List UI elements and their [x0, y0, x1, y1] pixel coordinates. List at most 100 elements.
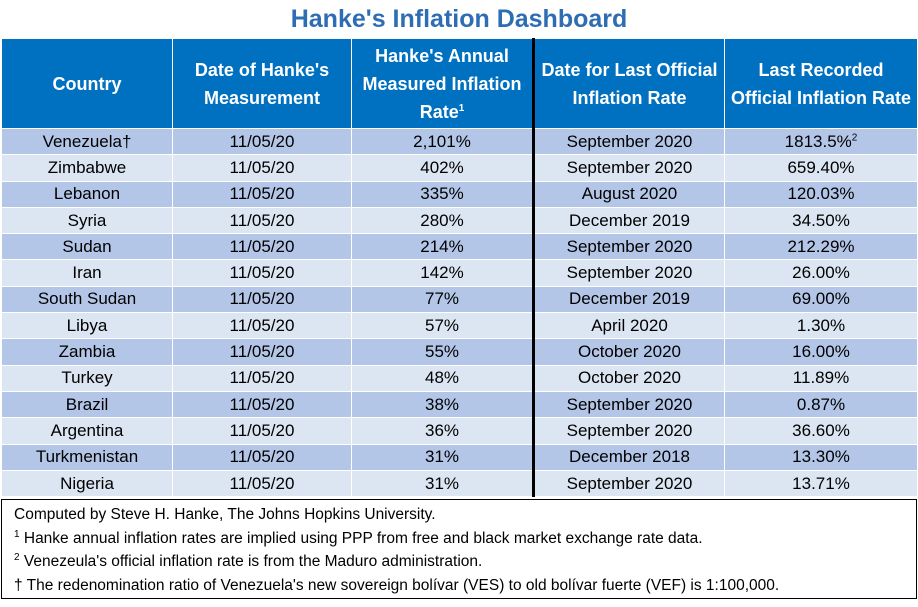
official-rate-value: 34.50%: [792, 210, 850, 230]
table-row: Sudan 11/05/20 214% September 2020 212.29%: [1, 233, 918, 261]
date-official-value: December 2019: [569, 210, 690, 230]
cell-date-official: September 2020: [533, 469, 725, 498]
footnote-1-mark: 1: [14, 528, 20, 540]
cell-date-official: September 2020: [533, 390, 725, 419]
cell-date-hanke: 11/05/20: [172, 364, 352, 392]
date-hanke-value: 11/05/20: [229, 473, 295, 493]
cell-official-rate: 212.29%: [724, 233, 918, 261]
cell-country: Brazil: [1, 390, 173, 419]
hanke-rate-value: 31%: [424, 473, 460, 493]
country-name: Sudan: [62, 236, 112, 256]
date-official-value: October 2020: [577, 368, 681, 388]
cell-date-hanke: 11/05/20: [172, 259, 352, 287]
hanke-rate-value: 335%: [420, 184, 464, 204]
date-official-value: December 2019: [569, 289, 690, 309]
date-official-value: October 2020: [577, 342, 681, 362]
header-hanke-rate-footnote: 1: [458, 102, 465, 114]
country-name: Turkey: [61, 368, 113, 388]
cell-official-rate: 36.60%: [724, 417, 918, 445]
cell-date-hanke: 11/05/20: [172, 417, 352, 445]
header-date-hanke: Date of Hanke's Measurement: [172, 38, 352, 129]
cell-official-rate: 34.50%: [724, 206, 918, 235]
hanke-rate-value: 57%: [424, 315, 460, 335]
hanke-rate-value: 55%: [424, 342, 460, 362]
country-name: Lebanon: [53, 184, 121, 204]
cell-date-official: December 2019: [533, 206, 725, 235]
table-row: Zambia 11/05/20 55% October 2020 16.00%: [1, 338, 918, 366]
cell-date-hanke: 11/05/20: [172, 469, 352, 498]
footnotes-box: Computed by Steve H. Hanke, The Johns Ho…: [1, 499, 917, 600]
cell-date-hanke: 11/05/20: [172, 312, 352, 340]
cell-date-official: September 2020: [533, 127, 725, 156]
cell-hanke-rate: 31%: [351, 443, 535, 471]
official-rate-value: 13.30%: [792, 447, 850, 467]
table-row: Turkey 11/05/20 48% October 2020 11.89%: [1, 364, 918, 392]
cell-hanke-rate: 77%: [351, 285, 535, 314]
cell-date-official: December 2019: [533, 285, 725, 314]
cell-hanke-rate: 142%: [351, 259, 535, 287]
inflation-table: Country Date of Hanke's Measurement Hank…: [1, 38, 918, 498]
date-hanke-value: 11/05/20: [229, 420, 295, 440]
official-rate-value: 13.71%: [792, 473, 850, 493]
cell-date-official: December 2018: [533, 443, 725, 471]
country-name: Zimbabwe: [47, 157, 127, 177]
official-rate-value: 120.03%: [787, 184, 855, 204]
cell-country: Lebanon: [1, 180, 173, 208]
table-row: Lebanon 11/05/20 335% August 2020 120.03%: [1, 180, 918, 208]
cell-official-rate: 0.87%: [724, 390, 918, 419]
cell-date-hanke: 11/05/20: [172, 338, 352, 366]
table-row: Iran 11/05/20 142% September 2020 26.00%: [1, 259, 918, 287]
date-hanke-value: 11/05/20: [229, 263, 295, 283]
cell-date-hanke: 11/05/20: [172, 285, 352, 314]
cell-official-rate: 13.30%: [724, 443, 918, 471]
cell-date-official: April 2020: [533, 312, 725, 340]
date-official-value: December 2018: [569, 447, 690, 467]
cell-country: Iran: [1, 259, 173, 287]
cell-date-hanke: 11/05/20: [172, 233, 352, 261]
cell-country: Argentina: [1, 417, 173, 445]
date-hanke-value: 11/05/20: [229, 394, 295, 414]
cell-country: Zimbabwe: [1, 154, 173, 182]
cell-date-official: September 2020: [533, 417, 725, 445]
hanke-rate-value: 31%: [424, 447, 460, 467]
cell-date-official: September 2020: [533, 233, 725, 261]
cell-date-hanke: 11/05/20: [172, 443, 352, 471]
cell-date-hanke: 11/05/20: [172, 127, 352, 156]
cell-hanke-rate: 38%: [351, 390, 535, 419]
table-row: Venezuela† 11/05/20 2,101% September 2020 18…: [1, 127, 918, 156]
cell-official-rate: 26.00%: [724, 259, 918, 287]
table-header-row: Country Date of Hanke's Measurement Hank…: [1, 38, 918, 129]
credit-note: Computed by Steve H. Hanke, The Johns Ho…: [14, 506, 436, 524]
header-hanke-rate-label: Hanke's Annual Measured Inflation Rate: [362, 45, 522, 122]
hanke-rate-value: 402%: [420, 157, 464, 177]
official-rate-value: 11.89%: [792, 368, 850, 388]
date-official-value: September 2020: [566, 420, 693, 440]
cell-hanke-rate: 36%: [351, 417, 535, 445]
country-name: Syria: [67, 210, 107, 230]
table-row: Zimbabwe 11/05/20 402% September 2020 659.40…: [1, 154, 918, 182]
cell-country: South Sudan: [1, 285, 173, 314]
cell-official-rate: 659.40%: [724, 154, 918, 182]
country-name: Iran: [72, 263, 102, 283]
date-official-value: September 2020: [566, 394, 693, 414]
hanke-rate-value: 280%: [420, 210, 464, 230]
cell-hanke-rate: 55%: [351, 338, 535, 366]
cell-country: Zambia: [1, 338, 173, 366]
hanke-rate-value: 2,101%: [413, 131, 471, 151]
country-name: Zambia: [58, 342, 116, 362]
footnote-1-text: Hanke annual inflation rates are implied…: [19, 529, 703, 547]
hanke-rate-value: 48%: [424, 368, 460, 388]
footnote-2-mark: 2: [14, 552, 20, 563]
table-row: Syria 11/05/20 280% December 2019 34.50%: [1, 206, 918, 235]
date-hanke-value: 11/05/20: [229, 236, 295, 256]
date-hanke-value: 11/05/20: [229, 368, 295, 388]
date-hanke-value: 11/05/20: [229, 315, 295, 335]
table-row: Nigeria 11/05/20 31% September 2020 13.71%: [1, 469, 918, 498]
date-hanke-value: 11/05/20: [229, 131, 295, 151]
hanke-rate-value: 142%: [420, 263, 464, 283]
cell-hanke-rate: 280%: [351, 206, 535, 235]
cell-official-rate: 16.00%: [724, 338, 918, 366]
footnote-dagger: † The redenomination ratio of Venezuela'…: [14, 574, 904, 598]
official-rate-value: 1.30%: [796, 315, 846, 335]
cell-hanke-rate: 402%: [351, 154, 535, 182]
